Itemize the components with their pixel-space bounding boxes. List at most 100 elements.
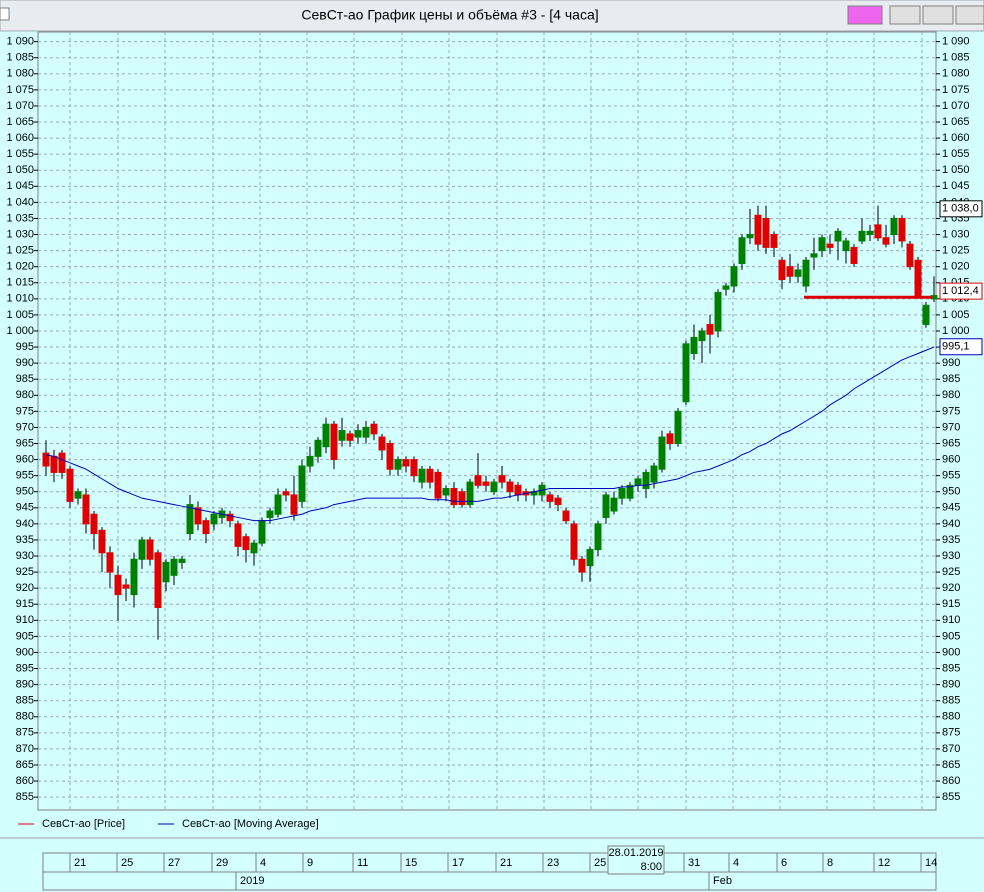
candle-body [250,542,258,554]
candle-body [746,234,754,239]
candle-body [818,237,826,252]
candle-body [210,513,218,525]
window-icon[interactable] [0,7,10,21]
candle-body [882,237,890,245]
y2-tick-label: 910 [942,614,960,626]
candle-body [418,468,426,483]
candle-body [714,291,722,332]
y2-tick-label: 890 [942,679,960,691]
candle-body [658,436,666,470]
candle-body [130,558,138,596]
y2-tick-label: 1 020 [942,261,970,273]
y-tick-label: 920 [16,582,34,594]
y-tick-label: 860 [16,775,34,787]
y2-tick-label: 940 [942,518,960,530]
candle-body [170,558,178,576]
maximize-button[interactable] [922,5,954,25]
y-tick-label: 1 075 [6,84,34,96]
y2-tick-label: 880 [942,711,960,723]
candle-body [322,423,330,448]
price-label-box [939,282,983,300]
candle-body [394,459,402,470]
y-tick-label: 1 010 [6,293,34,305]
day-label: 17 [452,857,464,869]
candle-body [698,330,706,342]
price-label: 1 012,4 [942,285,979,297]
candle-body [906,243,914,268]
candle-body [298,465,306,502]
y2-tick-label: 900 [942,646,960,658]
plot-area [37,31,937,811]
candle-body [650,465,658,483]
day-label: 12 [878,857,890,869]
candle-body [50,455,58,473]
y2-tick-label: 945 [942,502,960,514]
y-tick-label: 940 [16,518,34,530]
y-tick-label: 955 [16,470,34,482]
day-label: 8 [827,857,833,869]
y-tick-label: 1 065 [6,116,34,128]
y2-tick-label: 865 [942,759,960,771]
candle-body [810,253,818,258]
candle-body [346,433,354,441]
candle-body [874,224,882,239]
candle-body [66,468,74,502]
candle-body [154,552,162,608]
candle-body [826,243,834,248]
y-tick-label: 1 020 [6,261,34,273]
candle-body [850,246,858,264]
candle-body [442,488,450,496]
candle-body [82,494,90,525]
y2-tick-label: 905 [942,630,960,642]
candle-body [386,443,394,470]
y2-tick-label: 970 [942,421,960,433]
candle-body [506,481,514,493]
candle-body [58,452,66,473]
y-tick-label: 925 [16,566,34,578]
y2-tick-label: 915 [942,598,960,610]
tool-button[interactable] [847,5,883,25]
day-label: 29 [216,857,228,869]
close-button[interactable] [955,5,984,25]
minimize-button[interactable] [889,5,921,25]
candle-body [770,234,778,248]
candle-body [586,549,594,567]
candle-body [738,237,746,264]
price-label: 995,1 [942,341,970,353]
candle-body [202,520,210,535]
y-tick-label: 965 [16,437,34,449]
y2-tick-label: 885 [942,695,960,707]
y-tick-label: 880 [16,711,34,723]
candle-body [330,423,338,461]
candle-body [914,259,922,297]
day-label: 15 [405,857,417,869]
y-tick-label: 875 [16,727,34,739]
y2-tick-label: 1 045 [942,180,970,192]
candle-body [730,266,738,287]
y-tick-label: 865 [16,759,34,771]
candle-body [178,558,186,563]
y2-tick-label: 980 [942,389,960,401]
y-tick-label: 935 [16,534,34,546]
y2-tick-label: 920 [942,582,960,594]
y-tick-label: 870 [16,743,34,755]
y-tick-label: 1 015 [6,277,34,289]
y2-tick-label: 965 [942,437,960,449]
day-label: 25 [121,857,133,869]
y-tick-label: 895 [16,662,34,674]
candle-body [466,481,474,506]
candle-body [570,523,578,560]
candle-body [242,536,250,551]
candle-body [490,481,498,493]
candle-body [554,497,562,506]
candle-body [122,584,130,589]
y2-tick-label: 955 [942,470,960,482]
candle-body [146,539,154,560]
candle-body [106,552,114,573]
month-label: 2019 [240,875,264,887]
candle-body [922,304,930,326]
day-label: 25 [594,857,606,869]
candle-body [602,494,610,518]
day-label: 21 [500,857,512,869]
